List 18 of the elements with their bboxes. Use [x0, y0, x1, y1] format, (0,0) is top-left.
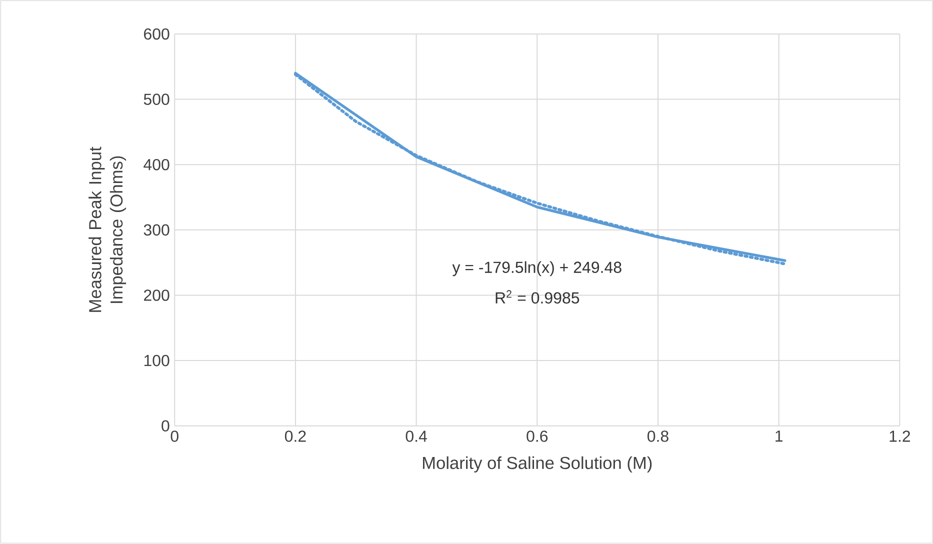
annotation: R$^{2}$ = 0.9985: [496, 290, 580, 304]
y-axis-title: Measured Peak Input Impedance (Ohms): [88, 146, 126, 312]
y-tick-label: 300: [144, 224, 170, 236]
y-tick-label: 400: [144, 159, 170, 170]
x-tick-label: 1.2: [890, 430, 910, 442]
y-tick-label: 100: [144, 354, 170, 366]
x-tick-label: 0.8: [648, 430, 668, 442]
x-tick-label: 0.6: [526, 430, 548, 442]
x-tick-label: 0: [170, 430, 178, 442]
y-tick-label: 500: [144, 94, 170, 106]
y-tick-label: 600: [144, 28, 170, 40]
y-tick-label: 200: [144, 290, 170, 301]
x-tick-label: 0.2: [284, 430, 306, 442]
x-tick-label: 1: [776, 430, 783, 442]
x-axis-title: Molarity of Saline Solution (M): [423, 456, 652, 473]
y-tick-label: 0: [162, 420, 170, 432]
x-tick-label: 0.4: [406, 430, 427, 442]
annotation: y = -179.5ln(x) + 249.48: [452, 261, 622, 276]
